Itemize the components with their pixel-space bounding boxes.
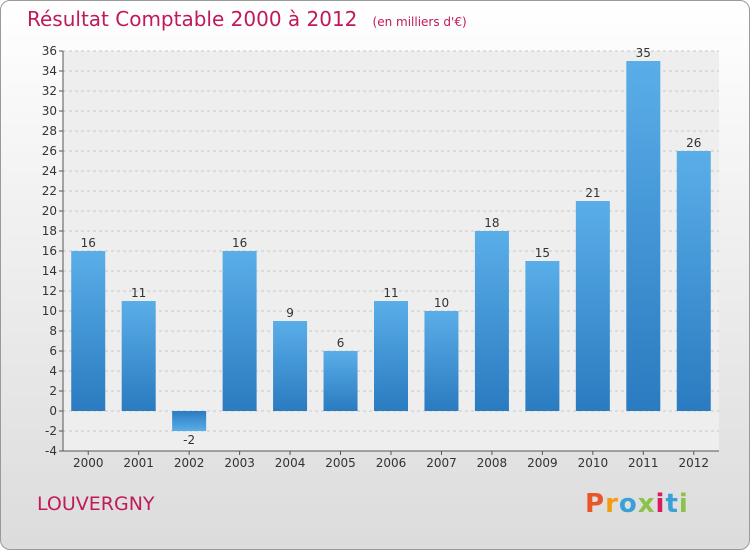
value-label: 16	[81, 236, 96, 250]
y-tick-label: 16	[42, 244, 57, 258]
value-label: 35	[636, 46, 651, 60]
logo-letter: r	[605, 489, 619, 519]
value-label: 11	[383, 286, 398, 300]
y-tick-label: -2	[45, 424, 57, 438]
bar	[424, 311, 459, 411]
bar	[323, 351, 358, 411]
value-label: 11	[131, 286, 146, 300]
y-tick-label: 26	[42, 144, 57, 158]
bar	[575, 201, 610, 411]
x-tick-label: 2001	[123, 456, 154, 470]
y-tick-label: 28	[42, 124, 57, 138]
value-label: 6	[337, 336, 345, 350]
x-tick-label: 2004	[275, 456, 306, 470]
value-label: 15	[535, 246, 550, 260]
x-tick-label: 2006	[376, 456, 407, 470]
bar	[525, 261, 560, 411]
y-tick-label: 4	[49, 364, 57, 378]
y-tick-label: 32	[42, 84, 57, 98]
bar	[374, 301, 408, 411]
bar	[474, 231, 509, 411]
proxiti-logo: Proxiti	[585, 489, 689, 519]
bar	[273, 321, 308, 411]
value-label: 16	[232, 236, 247, 250]
x-tick-label: 2000	[73, 456, 104, 470]
value-label: 26	[686, 136, 701, 150]
value-label: -2	[183, 433, 195, 447]
bar	[222, 251, 257, 411]
y-tick-label: 6	[49, 344, 57, 358]
y-tick-label: 30	[42, 104, 57, 118]
y-tick-label: 8	[49, 324, 57, 338]
bar	[71, 251, 106, 411]
bar	[172, 411, 207, 431]
x-tick-label: 2009	[527, 456, 558, 470]
value-label: 21	[585, 186, 600, 200]
y-tick-label: 22	[42, 184, 57, 198]
y-tick-label: 2	[49, 384, 57, 398]
y-tick-label: 36	[42, 44, 57, 58]
logo-letter: i	[655, 489, 666, 519]
x-tick-label: 2002	[174, 456, 205, 470]
labels-layer: 2000 16 2001 11 2002 -2 2003 16 2004 9 2005 6 2006 11…	[73, 46, 709, 470]
bar	[626, 61, 661, 411]
x-tick-label: 2010	[578, 456, 609, 470]
value-label: 10	[434, 296, 449, 310]
bar	[676, 151, 711, 411]
logo-letter: i	[678, 489, 689, 519]
y-tick-label: 10	[42, 304, 57, 318]
x-tick-label: 2003	[224, 456, 255, 470]
y-tick-label: 14	[42, 264, 57, 278]
x-tick-label: 2011	[628, 456, 659, 470]
x-tick-label: 2007	[426, 456, 457, 470]
logo-letter: t	[665, 489, 679, 519]
x-tick-label: 2005	[325, 456, 356, 470]
unit-text: (en milliers d'€)	[372, 15, 467, 29]
city-name: LOUVERGNY	[37, 493, 155, 515]
logo-letter: P	[585, 489, 606, 519]
x-tick-label: 2008	[477, 456, 508, 470]
x-tick-label: 2012	[678, 456, 709, 470]
logo-letter: o	[618, 489, 638, 519]
bars-layer	[71, 61, 711, 431]
y-tick-label: 20	[42, 204, 57, 218]
value-label: 9	[286, 306, 294, 320]
y-tick-label: 18	[42, 224, 57, 238]
y-tick-label: -4	[45, 444, 57, 458]
y-tick-label: 12	[42, 284, 57, 298]
y-tick-label: 0	[49, 404, 57, 418]
bar	[121, 301, 156, 411]
y-tick-label: 24	[42, 164, 57, 178]
value-label: 18	[484, 216, 499, 230]
chart-title: Résultat Comptable 2000 à 2012 (en milli…	[27, 7, 467, 31]
y-tick-label: 34	[42, 64, 57, 78]
logo-letter: x	[637, 489, 656, 519]
title-text: Résultat Comptable 2000 à 2012	[27, 7, 358, 31]
